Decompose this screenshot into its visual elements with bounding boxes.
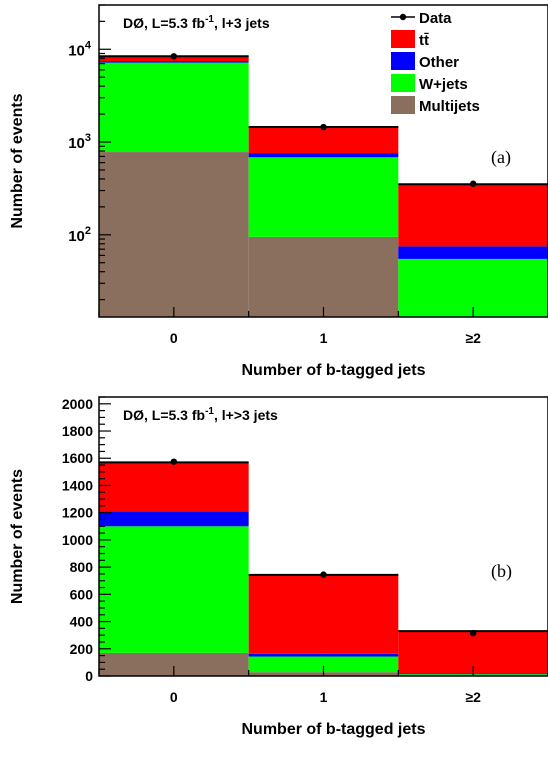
- bar-wjets-1: [248, 157, 399, 237]
- y-tick-label-0: 0: [85, 668, 93, 684]
- y-tick-label-10000: 104: [68, 39, 92, 59]
- y-axis-title: Number of events: [9, 469, 26, 604]
- x-tick-label-1: 1: [320, 689, 328, 705]
- bar-wjets-0: [99, 62, 249, 153]
- bar-multijets-0: [99, 152, 249, 317]
- x-axis-title: Number of b-tagged jets: [241, 721, 425, 738]
- y-tick-label-1400: 1400: [62, 477, 93, 493]
- panel-label: (b): [491, 561, 512, 582]
- legend-swatch-3: [391, 74, 415, 92]
- x-tick-label-2: ≥2: [465, 330, 481, 346]
- data-point-2: [469, 629, 477, 637]
- bar-tt-1: [248, 574, 399, 654]
- bar-tt-0: [99, 462, 249, 512]
- legend-label-0: Data: [419, 10, 452, 27]
- bar-multijets-1: [248, 236, 399, 317]
- y-tick-label-1000: 1000: [62, 532, 93, 548]
- legend-label-3: W+jets: [419, 76, 468, 93]
- data-point-1: [320, 571, 327, 578]
- legend-swatch-4: [391, 96, 415, 114]
- y-tick-label-400: 400: [70, 614, 94, 630]
- y-tick-label-1000: 103: [68, 132, 91, 152]
- x-tick-label-0: 0: [170, 330, 178, 346]
- bar-tt-2: [398, 184, 548, 247]
- y-tick-label-100: 102: [68, 225, 91, 245]
- x-tick-label-0: 0: [170, 689, 178, 705]
- legend-swatch-1: [391, 30, 415, 48]
- y-tick-label-2000: 2000: [62, 396, 93, 412]
- data-point-0: [170, 53, 178, 60]
- chart-title: DØ, L=5.3 fb-1, l+>3 jets: [123, 406, 278, 423]
- y-tick-label-800: 800: [70, 559, 94, 575]
- bar-other-1: [248, 653, 399, 657]
- bar-tt-1: [248, 127, 399, 154]
- y-tick-label-1800: 1800: [62, 423, 93, 439]
- y-axis-title: Number of events: [9, 93, 26, 228]
- data-point-0: [170, 458, 178, 465]
- y-tick-label-200: 200: [70, 641, 94, 657]
- legend-label-1: tt̄: [419, 32, 429, 49]
- bar-wjets-1: [248, 656, 399, 673]
- bar-wjets-0: [99, 526, 249, 653]
- x-tick-label-2: ≥2: [465, 689, 481, 705]
- y-tick-label-1200: 1200: [62, 505, 93, 521]
- bar-other-0: [99, 511, 249, 527]
- panel-b: 0 200 400 600 800 1000 1200 1400 1600 1800 2000 0 1 ≥…: [9, 396, 548, 738]
- legend-label-2: Other: [419, 54, 459, 71]
- x-tick-label-1: 1: [320, 330, 328, 346]
- x-axis-title: Number of b-tagged jets: [241, 362, 425, 379]
- bar-multijets-0: [99, 652, 249, 676]
- panel-a: 102 103 104 0 1 ≥2 Number of b-tagged jets Numb…: [9, 4, 548, 379]
- legend-label-4: Multijets: [419, 98, 480, 115]
- bar-other-1: [248, 153, 399, 158]
- panel-label: (a): [491, 147, 511, 168]
- legend-data-marker: [399, 13, 407, 21]
- bar-other-2: [398, 246, 548, 259]
- bar-other-0: [99, 61, 249, 63]
- chart-title: DØ, L=5.3 fb-1, l+3 jets: [123, 14, 270, 31]
- data-point-1: [320, 123, 327, 131]
- y-tick-label-1600: 1600: [62, 450, 93, 466]
- data-point-2: [469, 180, 477, 187]
- y-tick-label-600: 600: [70, 586, 94, 602]
- legend-swatch-2: [391, 52, 415, 70]
